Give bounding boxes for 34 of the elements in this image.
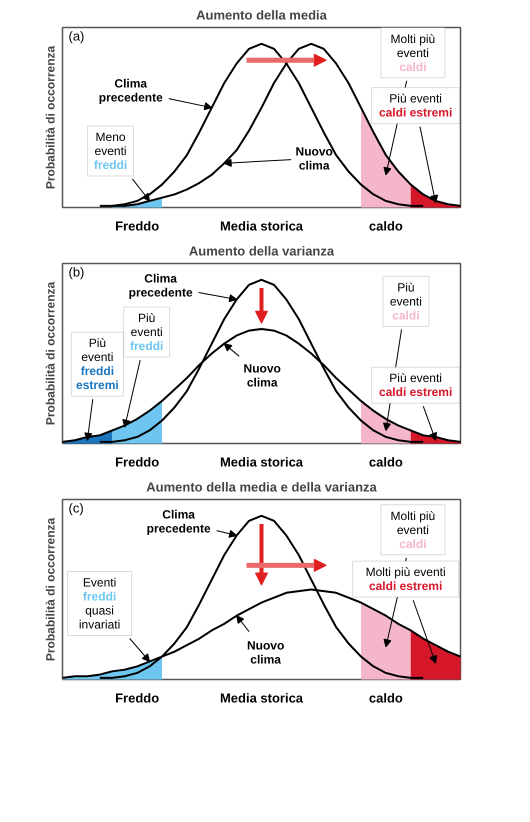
annotation: Eventi freddi quasi invariati <box>78 576 120 632</box>
annotation: Nuovo clima <box>296 144 333 172</box>
annotation: Molti più eventi caldi <box>390 32 436 74</box>
x-tick-label: Media storica <box>220 218 304 234</box>
x-tick-label: Freddo <box>115 454 160 470</box>
y-axis-title: Probabilità di occorrenza <box>44 45 58 190</box>
chart-title: Aumento della media <box>196 8 328 22</box>
text: (c) <box>68 500 84 516</box>
annotation: Più eventi freddi <box>130 311 164 354</box>
text: (a) <box>68 28 84 44</box>
annotation: Più eventi caldi estremi <box>378 92 452 120</box>
annotation: Nuovo clima <box>246 638 284 667</box>
x-tick-label: caldo <box>368 218 403 234</box>
annotation: Molti più eventi caldi estremi <box>366 565 446 594</box>
annotation: Nuovo clima <box>244 362 281 390</box>
chart-title: Aumento della media e della varianza <box>146 480 378 494</box>
annotation: Clima precedente <box>98 76 164 105</box>
y-axis-title: Probabilità di occorrenza <box>44 517 58 662</box>
x-tick-label: caldo <box>368 454 403 470</box>
x-tick-label: caldo <box>368 690 403 706</box>
x-tick-label: Freddo <box>115 690 160 706</box>
annotation: Clima precedente <box>146 508 211 536</box>
x-tick-label: Media storica <box>220 690 304 706</box>
text: (b) <box>68 264 84 280</box>
annotation: Più eventi caldi estremi <box>378 371 452 400</box>
annotation: Più eventi caldi <box>390 280 422 322</box>
y-axis-title: Probabilità di occorrenza <box>44 281 58 426</box>
x-tick-label: Media storica <box>220 454 304 470</box>
annotation: Meno eventi freddi <box>94 130 128 172</box>
annotation: Più eventi freddi estremi <box>76 336 119 392</box>
annotation: Molti più eventi caldi <box>390 508 436 551</box>
annotation: Clima precedente <box>128 272 193 300</box>
chart-title: Aumento della varianza <box>188 244 335 258</box>
x-tick-label: Freddo <box>115 218 160 234</box>
